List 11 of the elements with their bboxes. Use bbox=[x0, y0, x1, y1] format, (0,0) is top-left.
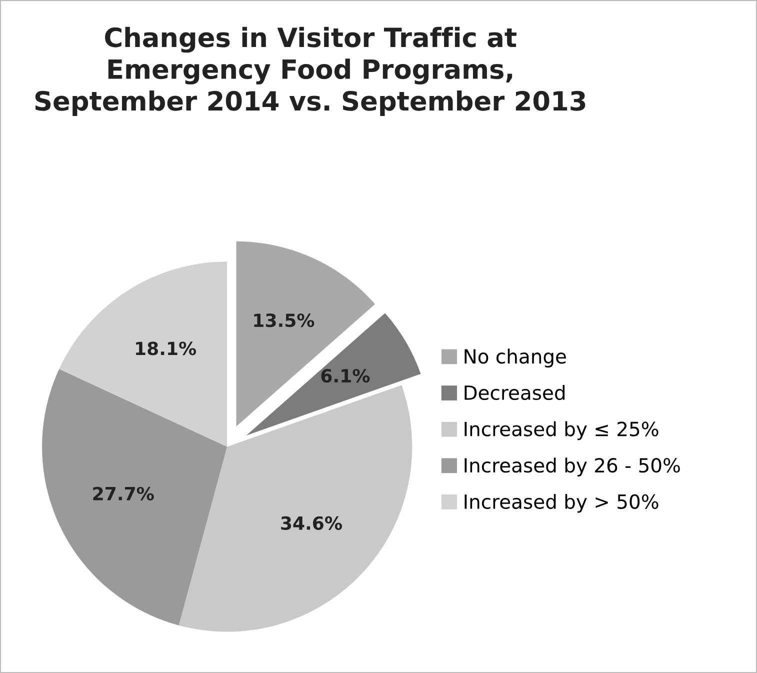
data-label: 6.1% bbox=[321, 368, 370, 383]
legend-label: Increased by > 50% bbox=[464, 494, 658, 513]
data-label: 27.7% bbox=[93, 486, 154, 500]
data-label: 18.1% bbox=[136, 342, 196, 356]
data-label: 34.6% bbox=[281, 516, 342, 530]
data-label: 13.5% bbox=[254, 313, 314, 328]
legend-label: Increased by ≤ 25% bbox=[464, 421, 658, 440]
legend-label: Decreased bbox=[464, 384, 565, 400]
legend-label: Increased by 26 - 50% bbox=[464, 458, 680, 476]
chart-title: Changes in Visitor Traffic at Emergency Food Programs, September 2014 vs. September 2013 bbox=[35, 26, 586, 116]
legend-label: No change bbox=[464, 348, 566, 368]
